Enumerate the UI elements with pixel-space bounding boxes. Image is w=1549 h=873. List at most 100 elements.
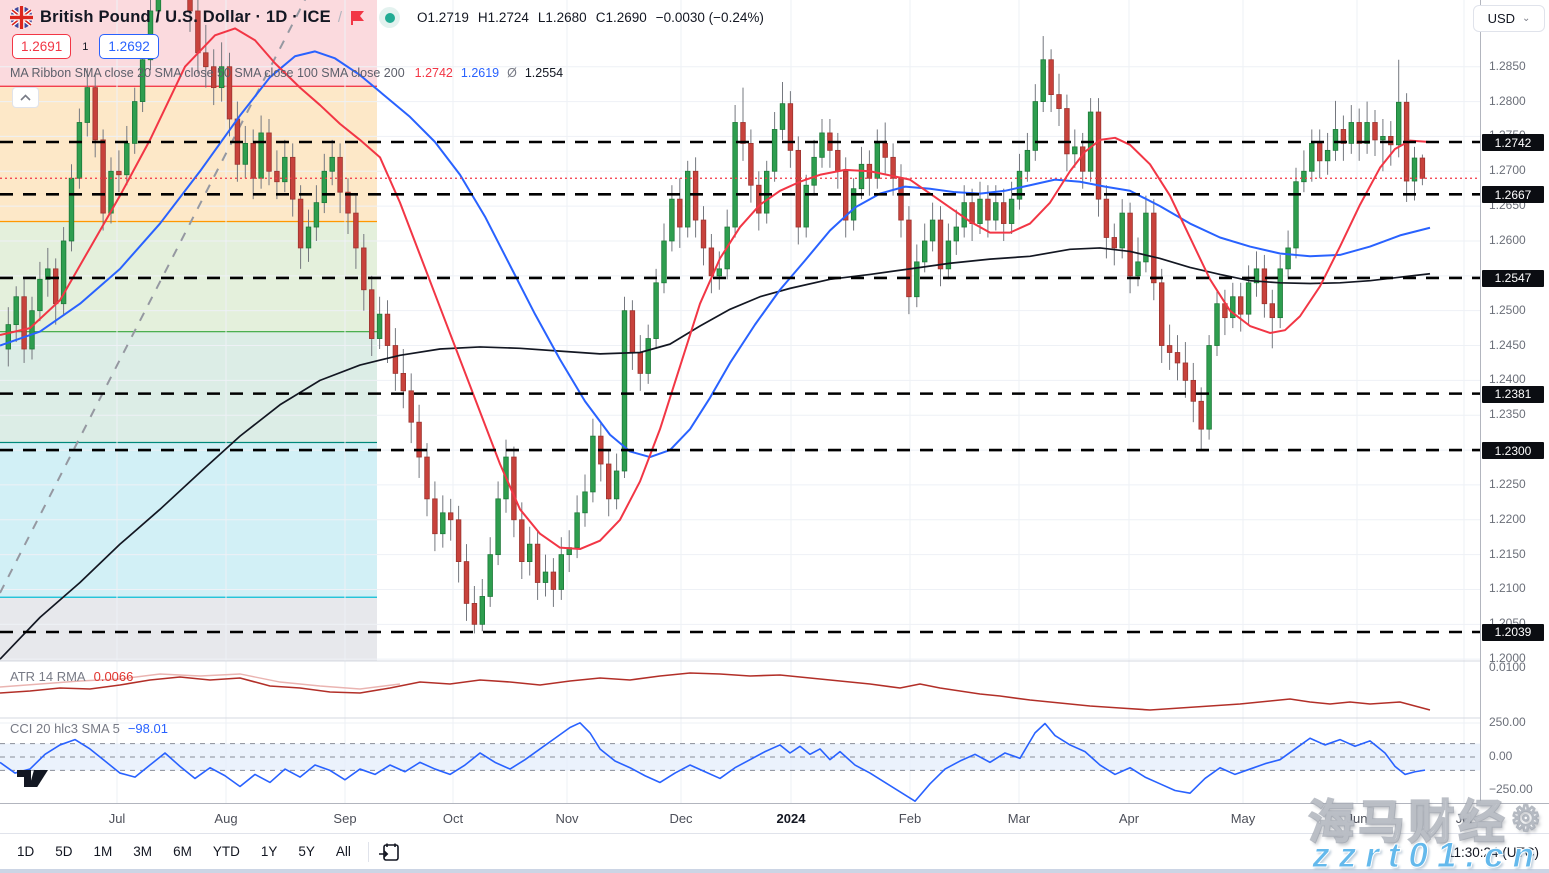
- candle-body: [653, 282, 659, 339]
- candle-body: [487, 554, 493, 597]
- goto-date-button[interactable]: [377, 840, 401, 864]
- candle-up: [914, 244, 920, 308]
- candle-up: [376, 296, 383, 350]
- candle-body: [756, 184, 762, 214]
- candle-body: [416, 421, 422, 458]
- candle-down: [827, 118, 833, 168]
- ma100-value: Ø: [507, 66, 517, 80]
- range-button-3m[interactable]: 3M: [133, 844, 153, 859]
- candle-body: [5, 324, 11, 350]
- candle-up: [313, 185, 320, 241]
- bottom-toolbar: 1D 5D 1M 3M 6M YTD 1Y 5Y All: [0, 833, 1549, 869]
- atr-legend[interactable]: ATR 14 RMA 0.0066: [10, 669, 133, 684]
- candle-up: [977, 181, 983, 235]
- ma-ribbon-legend[interactable]: MA Ribbon SMA close 20 SMA close 50 SMA …: [10, 66, 563, 80]
- zone-band[interactable]: [0, 443, 377, 598]
- time-axis[interactable]: Jul Aug Sep Oct Nov Dec 2024 Feb Mar Apr May Jun Jul: [0, 803, 1549, 833]
- candle-body: [353, 212, 359, 249]
- atr-raw-line: [0, 673, 401, 690]
- cci-pane: [0, 722, 1480, 803]
- cci-line: [0, 722, 1426, 803]
- price-axis[interactable]: USD ⌄ 1.28501.28001.27501.27001.26501.26…: [1473, 0, 1549, 833]
- candle-up: [487, 537, 493, 607]
- candle-up: [1016, 153, 1023, 210]
- candle-body: [139, 59, 146, 102]
- candle-down: [740, 87, 746, 161]
- candle-up: [1230, 282, 1236, 329]
- range-button-5d[interactable]: 5D: [55, 844, 73, 859]
- candle-body: [1253, 268, 1260, 284]
- sell-button[interactable]: 1.2691: [12, 34, 72, 59]
- candle-body: [582, 491, 588, 514]
- candle-up: [1364, 101, 1370, 154]
- candle-body: [218, 66, 225, 89]
- price-tick-label: 1.2450: [1489, 337, 1526, 352]
- zone-band[interactable]: [0, 332, 377, 444]
- tradingview-logo[interactable]: [17, 770, 51, 790]
- candle-down: [1269, 289, 1275, 349]
- ma200-value: 1.2554: [524, 66, 564, 80]
- collapse-legend-button[interactable]: [12, 87, 39, 108]
- candle-body: [1024, 149, 1031, 172]
- range-button-ytd[interactable]: YTD: [212, 844, 240, 859]
- range-button-1y[interactable]: 1Y: [260, 844, 278, 859]
- candle-body: [874, 142, 880, 179]
- candle-down: [748, 129, 754, 203]
- range-button-6m[interactable]: 6M: [173, 844, 192, 859]
- candle-body: [858, 163, 865, 190]
- candle-up: [1348, 105, 1354, 154]
- candle-down: [400, 349, 406, 409]
- candle-body: [408, 390, 414, 423]
- candle-up: [1072, 129, 1078, 168]
- candle-body: [945, 240, 952, 270]
- candle-body: [100, 139, 106, 214]
- symbol-header: British Pound / U.S. Dollar · 1D · ICE /…: [10, 6, 764, 29]
- candle-down: [882, 122, 888, 175]
- flag-icon[interactable]: [349, 9, 366, 26]
- ohlc-change: −0.0030 (−0.24%): [655, 10, 764, 25]
- candle-down: [226, 52, 233, 137]
- candle-up: [37, 261, 43, 322]
- candle-down: [1372, 109, 1378, 156]
- candle-up: [613, 453, 620, 510]
- symbol-title[interactable]: British Pound / U.S. Dollar · 1D · ICE: [40, 8, 331, 26]
- candle-up: [155, 0, 162, 22]
- range-button-all[interactable]: All: [335, 844, 351, 859]
- candle-down: [756, 171, 762, 231]
- buy-button[interactable]: 1.2692: [99, 34, 159, 59]
- candle-body: [266, 132, 272, 172]
- month-label: Jul: [1455, 811, 1473, 826]
- candle-down: [297, 185, 304, 269]
- price-level-tag: 1.2667: [1482, 186, 1544, 204]
- range-button-1m[interactable]: 1M: [93, 844, 113, 859]
- range-buttons: 1D 5D 1M 3M 6M YTD 1Y 5Y All: [0, 840, 360, 863]
- trendline[interactable]: [0, 0, 306, 594]
- candle-body: [29, 310, 35, 350]
- candle-down: [447, 498, 454, 541]
- currency-dropdown[interactable]: USD ⌄: [1473, 5, 1545, 32]
- candle-body: [455, 519, 462, 562]
- range-button-5y[interactable]: 5Y: [298, 844, 315, 859]
- candle-down: [550, 558, 557, 607]
- main-chart[interactable]: [0, 0, 1549, 803]
- candle-down: [890, 143, 896, 196]
- candle-body: [1356, 122, 1362, 144]
- slash-separator: /: [337, 9, 343, 26]
- price-level-tag: 1.2742: [1482, 134, 1544, 151]
- candle-down: [21, 279, 27, 363]
- zone-band[interactable]: [0, 597, 377, 661]
- candle-down: [519, 502, 525, 580]
- candle-body: [685, 170, 691, 228]
- candle-up: [1253, 251, 1260, 297]
- candle-up: [661, 223, 667, 294]
- zone-band[interactable]: [0, 86, 377, 223]
- candle-body: [850, 188, 857, 221]
- candle-body: [1072, 146, 1078, 155]
- cci-legend[interactable]: CCI 20 hlc3 SMA 5 −98.01: [10, 721, 168, 736]
- candle-down: [866, 150, 873, 196]
- clock-utc[interactable]: 11:30:24 (UTC): [1446, 845, 1539, 860]
- candle-body: [1119, 212, 1125, 249]
- range-button-1d[interactable]: 1D: [17, 844, 35, 859]
- candle-up: [13, 286, 19, 343]
- market-status-icon[interactable]: [379, 7, 401, 28]
